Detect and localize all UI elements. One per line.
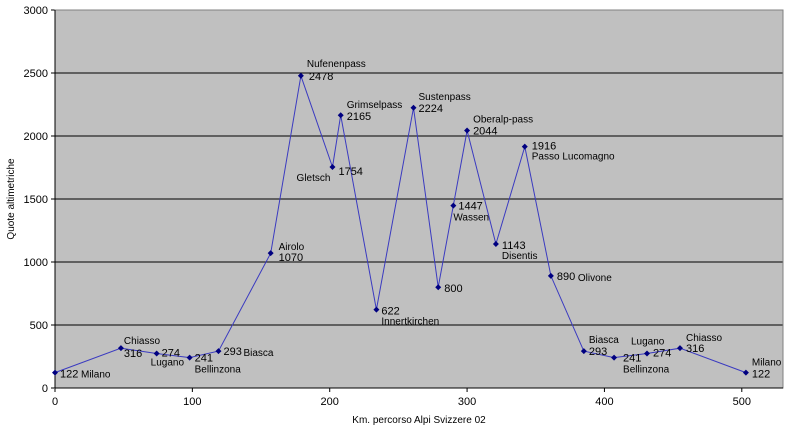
data-value-label: 800 <box>444 283 462 295</box>
data-point-marker <box>464 127 471 134</box>
tick-labels: 0 500 1000 1500 2000 2500 3000 0 100 200 300 400 500 <box>24 5 751 408</box>
data-point-marker <box>52 369 58 376</box>
data-point-marker <box>329 163 336 170</box>
data-point-marker <box>676 345 683 352</box>
data-value-label: 2478 <box>309 71 333 83</box>
data-value-label: 1754 <box>338 166 362 178</box>
data-value-label: 122 <box>60 369 78 381</box>
axes <box>51 9 784 392</box>
data-value-label: 293 <box>223 346 241 358</box>
data-point-marker <box>410 104 417 111</box>
data-point-marker <box>215 348 222 355</box>
y-tick-label: 2000 <box>24 131 48 143</box>
data-location-label: Grimselpass <box>347 100 403 111</box>
data-value-label: 890 <box>557 271 575 283</box>
data-location-label: Lugano <box>151 357 185 368</box>
data-location-label: Nufenenpass <box>307 59 366 70</box>
x-tick-label: 400 <box>595 396 613 408</box>
data-location-label: Biasca <box>589 335 619 346</box>
y-tick-label: 500 <box>30 320 48 332</box>
y-tick-label: 1000 <box>24 257 48 269</box>
data-point-marker <box>337 112 344 119</box>
y-tick-label: 0 <box>42 383 48 395</box>
data-value-label: 241 <box>195 353 213 365</box>
x-axis-title: Km. percorso Alpi Svizzere 02 <box>352 415 486 426</box>
data-location-label: Bellinzona <box>623 365 670 376</box>
series-polyline <box>54 75 747 374</box>
x-tick-label: 300 <box>458 396 476 408</box>
data-location-label: Chiasso <box>124 336 161 347</box>
data-point-marker <box>435 284 442 291</box>
x-tick-label: 500 <box>733 396 751 408</box>
data-point-marker <box>373 306 380 313</box>
data-point-marker <box>580 348 587 355</box>
y-tick-label: 1500 <box>24 194 48 206</box>
data-value-label: 316 <box>686 343 704 355</box>
data-value-label: 2044 <box>473 125 497 137</box>
data-value-label: 316 <box>124 348 142 360</box>
data-point-marker <box>297 72 304 79</box>
data-value-label: 622 <box>381 306 399 318</box>
data-point-marker <box>186 354 193 361</box>
y-axis-title: Quote altimetriche <box>6 158 17 240</box>
data-location-label: Chiasso <box>686 333 723 344</box>
data-value-label: 2224 <box>419 103 443 115</box>
data-point-marker <box>117 345 124 352</box>
x-tick-label: 0 <box>52 396 58 408</box>
data-markers <box>52 72 749 376</box>
data-value-label: 2165 <box>347 111 371 123</box>
data-location-label: Wassen <box>453 213 489 224</box>
data-location-label: Lugano <box>631 336 665 347</box>
y-tick-label: 3000 <box>24 5 48 17</box>
data-location-label: Bellinzona <box>195 365 242 376</box>
data-value-label: 293 <box>589 346 607 358</box>
x-tick-label: 200 <box>321 396 339 408</box>
data-value-label: 1143 <box>502 240 526 252</box>
x-tick-label: 100 <box>183 396 201 408</box>
data-point-marker <box>153 350 160 357</box>
data-location-label: Milano <box>752 358 782 369</box>
data-value-label: 1916 <box>532 141 556 153</box>
data-point-marker <box>547 272 554 279</box>
data-point-marker <box>742 369 749 376</box>
data-location-label: Innertkirchen <box>381 317 439 328</box>
data-location-label: Olivone <box>578 273 612 284</box>
data-point-marker <box>644 350 651 357</box>
data-location-label: Oberalp-pass <box>473 114 533 125</box>
data-location-label: Biasca <box>243 348 273 359</box>
y-tick-label: 2500 <box>24 68 48 80</box>
data-point-marker <box>267 250 274 257</box>
data-value-label: 274 <box>653 347 671 359</box>
data-point-marker <box>521 143 528 150</box>
data-value-label: 1070 <box>279 252 303 264</box>
data-value-label: 241 <box>623 353 641 365</box>
data-location-label: Gletsch <box>297 173 331 184</box>
data-point-marker <box>611 354 618 361</box>
data-location-label: Airolo <box>279 242 305 253</box>
series-line <box>54 75 747 374</box>
data-location-label: Sustenpass <box>419 92 471 103</box>
data-value-label: 1447 <box>458 201 482 213</box>
data-point-marker <box>450 202 457 209</box>
data-point-marker <box>492 240 499 247</box>
data-value-label: 274 <box>162 347 180 359</box>
data-value-label: 122 <box>752 369 770 381</box>
data-location-label: Passo Lucomagno <box>532 152 615 163</box>
data-location-label: Milano <box>81 370 111 381</box>
data-location-label: Disentis <box>502 251 538 262</box>
